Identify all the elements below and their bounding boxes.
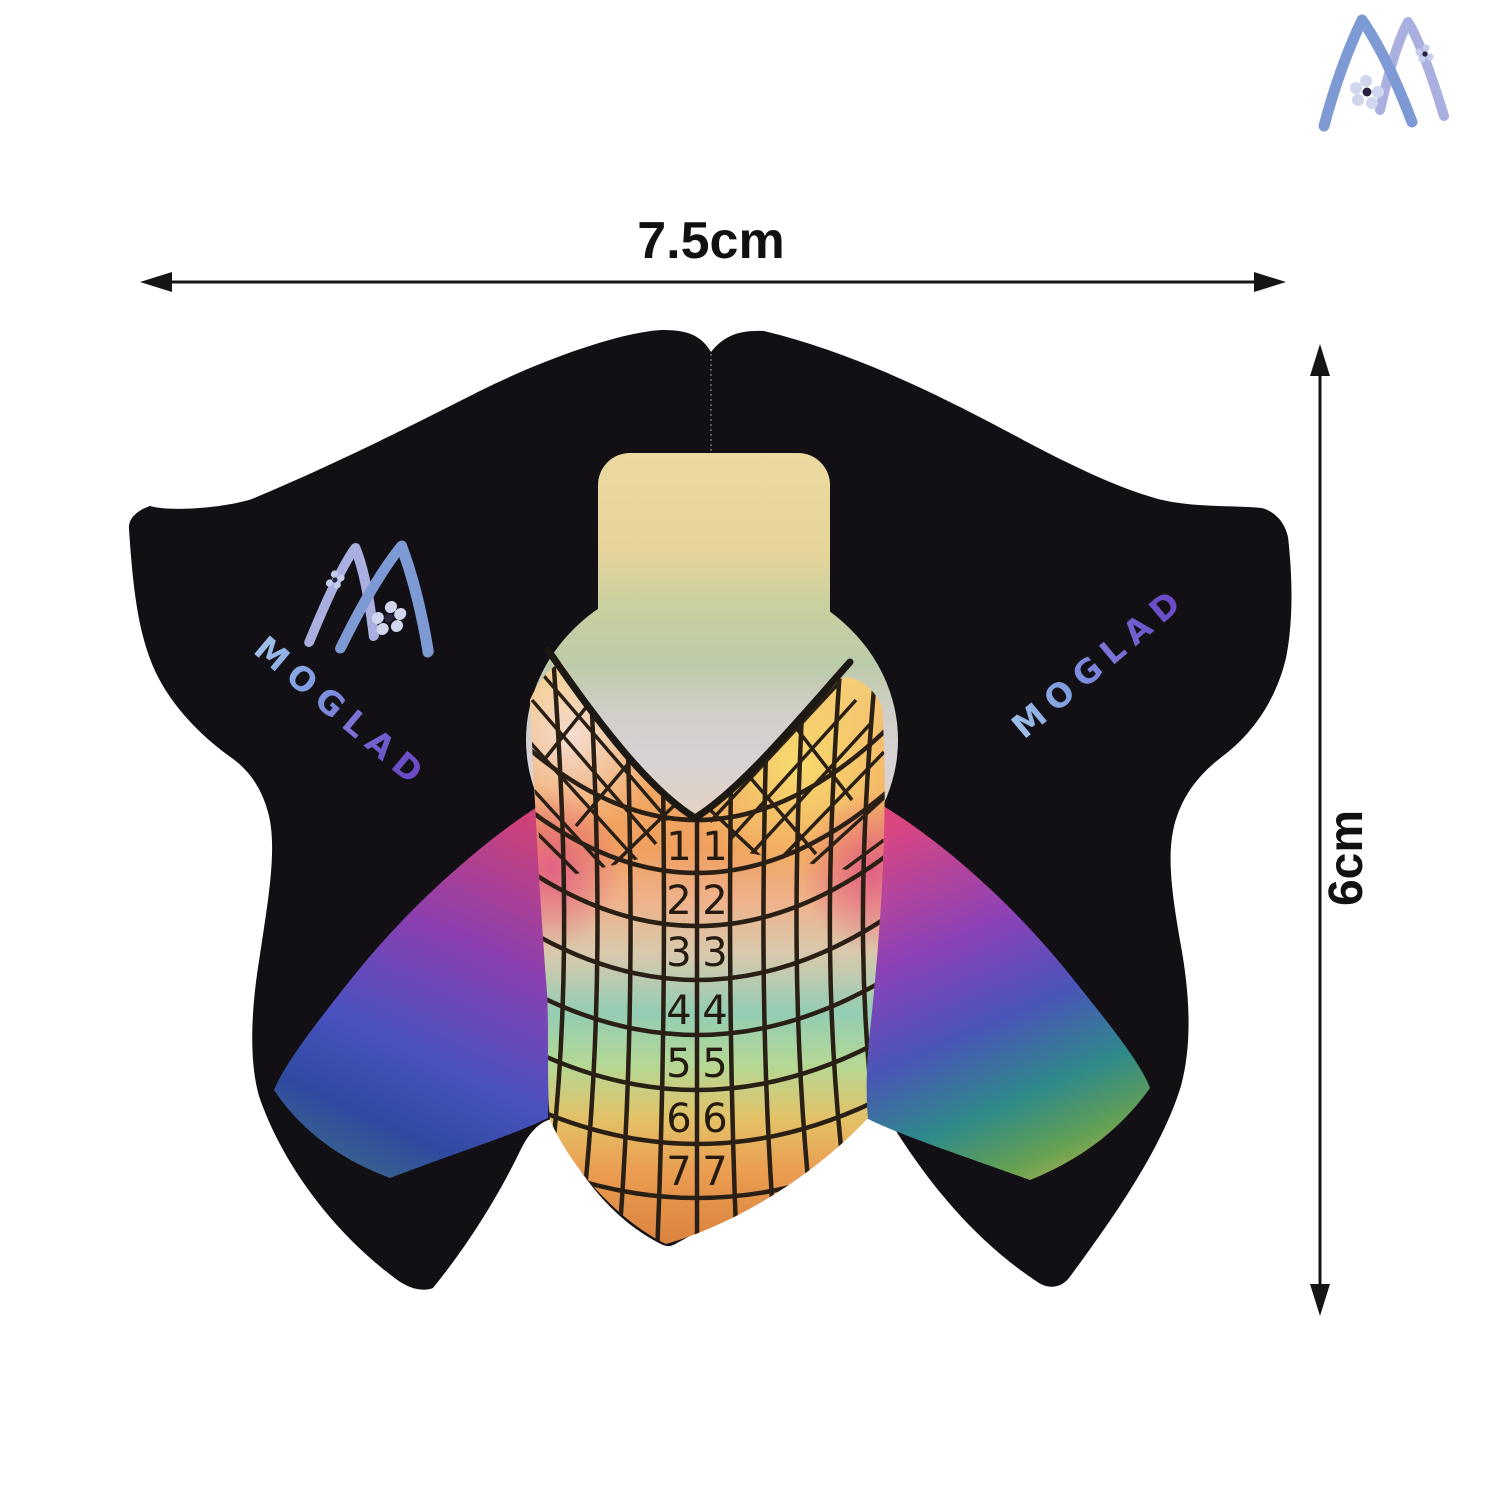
grid-number: 7	[702, 1149, 727, 1195]
height-dimension: 6cm	[1310, 344, 1373, 1316]
grid-numbers: 1 1 2 2 3 3 4 4 5 5 6 6 7 7	[666, 824, 727, 1195]
grid-number: 4	[666, 988, 691, 1034]
smile-line	[544, 646, 854, 823]
grid-number: 7	[666, 1149, 691, 1195]
height-dimension-label: 6cm	[1320, 810, 1373, 906]
left-hatch-lines	[530, 674, 690, 882]
grid-number: 1	[666, 824, 691, 870]
nail-form: 1 1 2 2 3 3 4 4 5 5 6 6 7 7 MOGLAD	[128, 20, 1444, 1290]
arrow-left-icon	[140, 272, 172, 292]
sizing-grid: 1 1 2 2 3 3 4 4 5 5 6 6 7 7	[530, 646, 885, 1244]
arrow-down-icon	[1310, 1284, 1330, 1316]
grid-number: 3	[666, 930, 691, 976]
width-dimension-label: 7.5cm	[637, 212, 784, 270]
grid-number: 3	[702, 930, 727, 976]
width-dimension: 7.5cm	[140, 212, 1286, 292]
arrow-right-icon	[1254, 272, 1286, 292]
arrow-up-icon	[1310, 344, 1330, 376]
grid-number: 2	[666, 878, 691, 924]
grid-number: 6	[666, 1096, 691, 1142]
right-leg-holo-band	[861, 795, 1150, 1180]
grid-number: 5	[666, 1041, 691, 1087]
grid-number: 4	[702, 988, 727, 1034]
grid-number: 2	[702, 878, 727, 924]
grid-number: 5	[702, 1041, 727, 1087]
left-leg-holo-band	[274, 800, 551, 1178]
grid-number: 1	[702, 824, 727, 870]
grid-number: 6	[702, 1096, 727, 1142]
